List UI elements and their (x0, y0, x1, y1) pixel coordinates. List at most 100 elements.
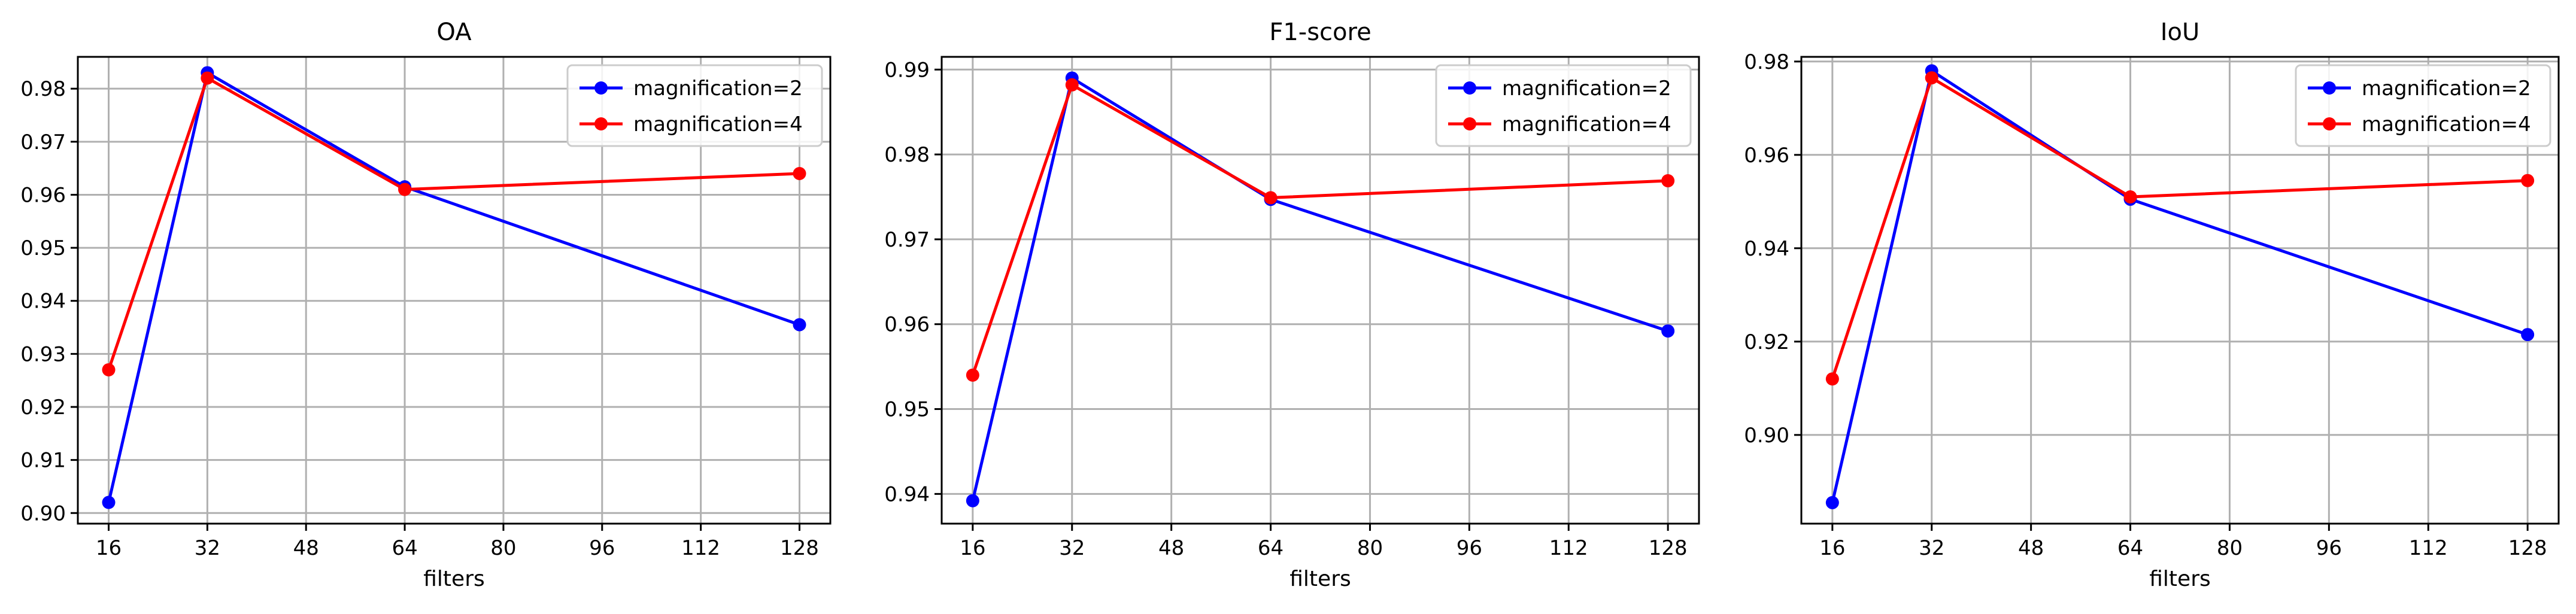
x-tick-label: 80 (1357, 536, 1383, 560)
legend-label: magnification=2 (633, 77, 803, 101)
legend-label: magnification=2 (1502, 77, 1671, 101)
x-tick-label: 64 (2117, 536, 2143, 560)
data-point (793, 318, 806, 332)
data-point (1065, 78, 1079, 92)
legend: magnification=2 magnification=4 (1435, 64, 1692, 147)
chart-panel-f1-score: F1-score 16 32 48 64 80 96 112 128 0.94 0.95 0.96 0.… (858, 0, 1717, 614)
x-tick-label: 48 (293, 536, 319, 560)
data-point (966, 368, 979, 382)
y-tick-label: 0.95 (884, 398, 930, 422)
x-tick-label: 128 (1649, 536, 1688, 560)
legend-box (2295, 64, 2551, 147)
x-tick-label: 48 (1158, 536, 1184, 560)
data-point (1661, 174, 1675, 188)
legend-swatch-marker (2323, 81, 2336, 95)
chart-panel-iou: IoU 16 32 48 64 80 96 112 128 0.90 0.92 0.94 0.96 0.9… (1717, 0, 2576, 614)
y-tick-label: 0.98 (1744, 50, 1789, 74)
x-tick-label: 80 (490, 536, 516, 560)
x-tick-label: 128 (780, 536, 819, 560)
series-magnification-2 (1825, 64, 2535, 509)
x-tick-label: 112 (1549, 536, 1588, 560)
legend-item-magnification-4: magnification=4 (579, 113, 803, 136)
y-tick-label: 0.99 (884, 58, 930, 82)
legend-swatch-marker (1463, 117, 1476, 130)
data-point (102, 363, 116, 376)
x-tick-label: 96 (1457, 536, 1482, 560)
y-tick-label: 0.94 (1744, 237, 1789, 261)
chart-svg-f1-score: F1-score 16 32 48 64 80 96 112 128 0.94 0.95 0.96 0.… (884, 19, 1700, 591)
series-line (1831, 69, 2528, 503)
x-tick-label: 16 (960, 536, 985, 560)
data-point (2521, 174, 2535, 187)
y-tick-label: 0.96 (1744, 144, 1789, 168)
x-tick-label: 32 (1919, 536, 1944, 560)
y-tick-label: 0.94 (20, 290, 66, 314)
y-tick-label: 0.92 (20, 396, 66, 420)
series-magnification-4 (966, 78, 1675, 382)
legend-label: magnification=2 (2362, 77, 2531, 101)
y-tick-label: 0.91 (20, 449, 66, 473)
y-tick-label: 0.98 (884, 143, 930, 167)
y-tick-label: 0.90 (20, 501, 66, 525)
legend-label: magnification=4 (2362, 113, 2531, 136)
y-tick-label: 0.95 (20, 236, 66, 260)
x-tick-label: 112 (2409, 536, 2448, 560)
x-tick-label: 16 (96, 536, 122, 560)
legend: magnification=2 magnification=4 (2295, 64, 2551, 147)
data-point (1661, 324, 1675, 338)
chart-svg-oa: OA 16 32 48 64 80 96 112 128 0.90 0.91 0.92 0.93 0.94… (20, 19, 832, 591)
legend: magnification=2 magnification=4 (566, 64, 823, 147)
legend-item-magnification-2: magnification=2 (2308, 77, 2531, 101)
x-tick-label: 80 (2217, 536, 2243, 560)
x-tick-label: 64 (392, 536, 417, 560)
y-tick-label: 0.96 (20, 183, 66, 207)
chart-title: F1-score (1269, 19, 1371, 46)
plot-frame (1800, 56, 2560, 525)
legend-label: magnification=4 (633, 113, 803, 136)
y-tick-label: 0.97 (20, 130, 66, 154)
legend-label: magnification=4 (1502, 113, 1671, 136)
legend-item-magnification-4: magnification=4 (2308, 113, 2531, 136)
series-line (107, 71, 800, 503)
data-point (966, 494, 979, 507)
x-tick-label: 112 (681, 536, 720, 560)
x-axis-label: filters (2149, 567, 2211, 591)
chart-title: IoU (2161, 19, 2200, 46)
legend-swatch-marker (594, 81, 608, 95)
data-point (201, 71, 214, 85)
chart-panel-oa: OA 16 32 48 64 80 96 112 128 0.90 0.91 0.92 0.93 0.94… (0, 0, 858, 614)
legend-item-magnification-4: magnification=4 (1448, 113, 1671, 136)
chart-svg-iou: IoU 16 32 48 64 80 96 112 128 0.90 0.92 0.94 0.96 0.9… (1744, 19, 2560, 591)
y-tick-label: 0.94 (884, 482, 930, 506)
data-point (398, 183, 412, 196)
series-line (1831, 76, 2528, 379)
series-magnification-4 (1825, 71, 2535, 386)
y-tick-label: 0.90 (1744, 424, 1789, 448)
x-tick-label: 32 (195, 536, 220, 560)
y-tick-label: 0.93 (20, 342, 66, 366)
data-point (102, 496, 116, 509)
x-tick-label: 96 (589, 536, 615, 560)
legend-box (1435, 64, 1692, 147)
series-line (971, 76, 1668, 501)
data-point (2521, 328, 2535, 342)
series-magnification-4 (102, 71, 806, 376)
y-tick-label: 0.97 (884, 228, 930, 252)
legend-item-magnification-2: magnification=2 (579, 77, 803, 101)
legend-swatch-marker (594, 117, 608, 130)
y-tick-label: 0.96 (884, 313, 930, 337)
y-tick-label: 0.92 (1744, 330, 1789, 354)
y-tick-label: 0.98 (20, 77, 66, 101)
x-axis-label: filters (423, 567, 485, 591)
x-tick-label: 32 (1059, 536, 1085, 560)
x-axis-label: filters (1289, 567, 1351, 591)
data-point (2123, 190, 2137, 203)
data-point (1825, 496, 1839, 509)
legend-box (566, 64, 823, 147)
data-point (1925, 71, 1938, 85)
series-line (107, 76, 800, 370)
chart-title: OA (436, 19, 472, 46)
plot-frame (77, 56, 832, 525)
legend-swatch-marker (1463, 81, 1476, 95)
